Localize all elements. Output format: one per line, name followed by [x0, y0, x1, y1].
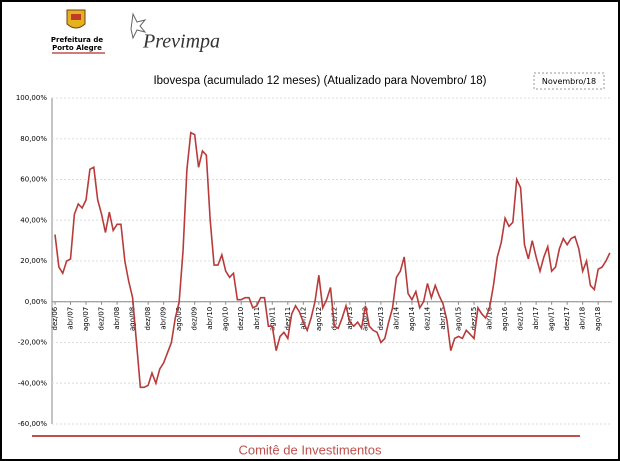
x-tick-label: dez/11 [284, 307, 292, 331]
x-tick-label: ago/10 [222, 307, 230, 331]
x-tick-label: abr/07 [67, 307, 75, 330]
x-tick-label: abr/13 [346, 307, 354, 330]
x-tick-label: abr/09 [160, 307, 168, 330]
x-tick-label: ago/15 [455, 307, 463, 331]
org-name: Prefeitura de [51, 36, 103, 44]
x-tick-label: ago/11 [268, 307, 276, 331]
x-tick-label: ago/08 [129, 307, 137, 331]
footer: Comitê de Investimentos [238, 442, 382, 457]
x-tick-label: dez/07 [98, 307, 106, 331]
x-tick-label: abr/10 [206, 307, 214, 330]
x-tick-label: dez/06 [51, 306, 59, 330]
x-tick-label: ago/13 [361, 307, 369, 331]
y-tick-label: 40,00% [20, 216, 47, 224]
brand-icon [130, 12, 147, 40]
x-tick-label: dez/08 [144, 307, 152, 331]
x-tick-label: dez/17 [563, 307, 571, 331]
x-tick-label: abr/12 [299, 307, 307, 330]
y-tick-label: 100,00% [16, 94, 47, 102]
y-tick-label: 0,00% [25, 298, 48, 306]
x-tick-label: ago/17 [548, 307, 556, 331]
logo-detail [71, 14, 81, 20]
x-tick-label: abr/17 [532, 307, 540, 330]
x-tick-label: ago/09 [175, 307, 183, 331]
x-tick-label: dez/10 [237, 307, 245, 331]
date-box-label: Novembro/18 [542, 77, 596, 86]
x-tick-label: ago/07 [82, 307, 90, 331]
y-tick-label: 80,00% [20, 135, 47, 143]
city-logo [66, 9, 86, 29]
y-tick-label: 60,00% [20, 176, 47, 184]
y-tick-label: 20,00% [20, 257, 47, 265]
x-tick-label: abr/16 [486, 306, 494, 329]
chart-title: Ibovespa (acumulado 12 meses) (Atualizad… [153, 75, 486, 87]
x-tick-label: dez/14 [423, 306, 431, 330]
x-tick-label: dez/09 [191, 307, 199, 331]
y-tick-label: -40,00% [18, 379, 48, 387]
x-tick-label: ago/12 [315, 307, 323, 331]
x-tick-label: dez/15 [470, 307, 478, 331]
x-tick-label: abr/14 [392, 306, 400, 329]
x-tick-label: ago/18 [594, 307, 602, 331]
x-tick-label: abr/08 [113, 307, 121, 330]
date-box [533, 72, 605, 90]
x-tick-label: ago/14 [408, 306, 416, 331]
x-tick-label: dez/13 [377, 307, 385, 331]
y-tick-label: -60,00% [18, 420, 48, 428]
y-tick-label: -20,00% [18, 339, 48, 347]
x-tick-label: ago/16 [501, 306, 509, 331]
x-tick-label: abr/18 [579, 307, 587, 330]
series-line [54, 131, 611, 389]
x-tick-label: abr/15 [439, 307, 447, 330]
org-name: Porto Alegre [52, 44, 102, 52]
brand: Previmpa [142, 31, 220, 53]
x-tick-label: dez/16 [517, 306, 525, 330]
x-tick-label: abr/11 [253, 307, 261, 330]
